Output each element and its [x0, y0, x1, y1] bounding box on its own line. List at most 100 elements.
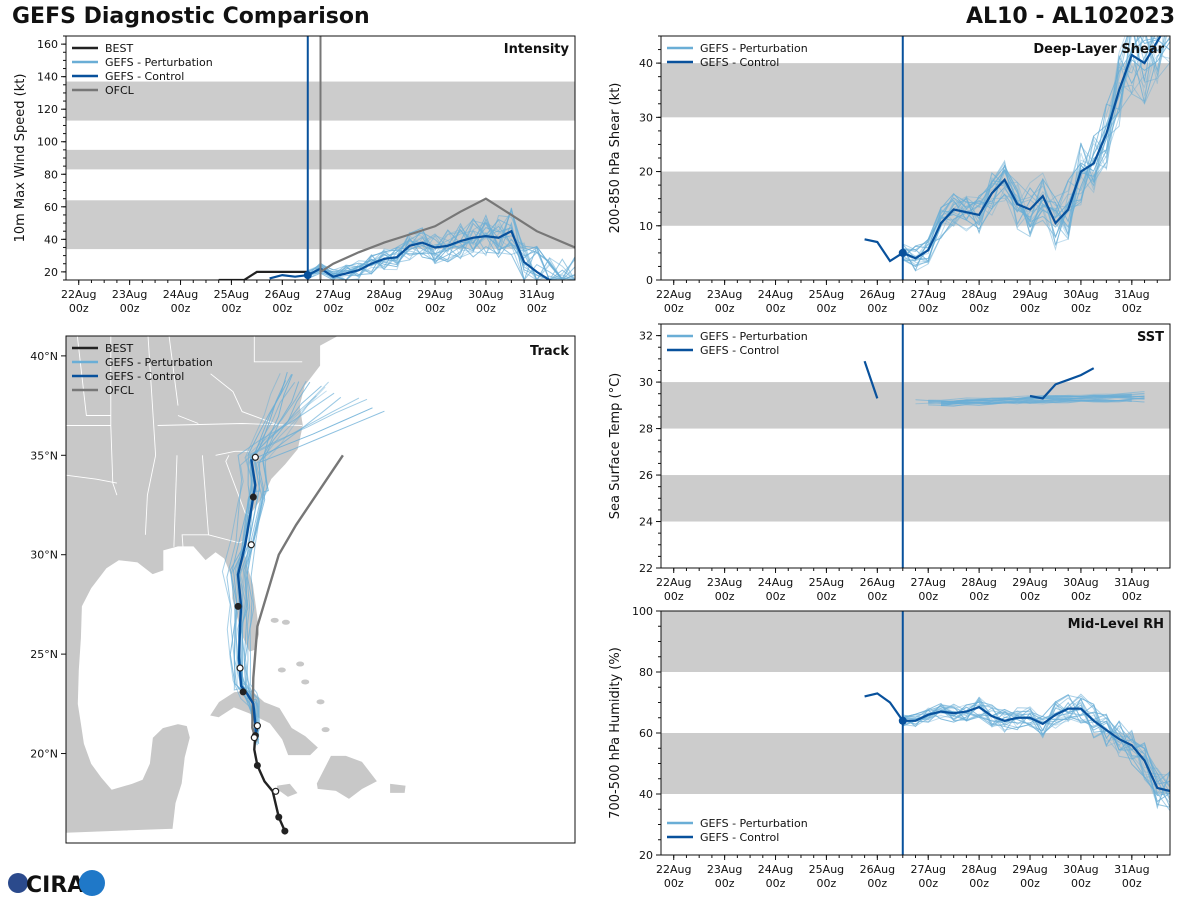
y-axis-label: 10m Max Wind Speed (kt)	[13, 74, 28, 243]
land-bahamas-island	[277, 667, 286, 673]
track-marker-open	[247, 541, 255, 549]
x-tick-day: 26Aug	[860, 576, 895, 589]
x-tick-day: 27Aug	[910, 863, 945, 876]
legend-label: GEFS - Control	[105, 370, 184, 383]
x-tick-hour: 00z	[817, 590, 837, 603]
x-tick-day: 28Aug	[961, 576, 996, 589]
x-tick-hour: 00z	[1122, 590, 1142, 603]
legend-label: GEFS - Control	[700, 56, 779, 69]
series-ofcl	[319, 197, 575, 273]
y-tick-label: 20	[639, 849, 653, 862]
track-marker-open	[236, 664, 244, 672]
state-border	[173, 455, 178, 547]
legend-label: GEFS - Perturbation	[105, 56, 213, 69]
x-tick-hour: 00z	[766, 877, 786, 890]
x-tick-day: 26Aug	[265, 288, 300, 301]
map-frame	[65, 335, 576, 844]
x-tick-hour: 00z	[272, 302, 292, 315]
perturbation-line	[307, 222, 575, 280]
cira-logo: CIRA	[8, 870, 105, 898]
y-tick-label: 80	[44, 168, 58, 181]
x-tick-day: 25Aug	[809, 576, 844, 589]
track-marker-open	[250, 734, 258, 742]
perturbation-line	[307, 222, 575, 280]
x-tick-hour: 00z	[1020, 877, 1040, 890]
land-bahamas-island	[321, 727, 330, 733]
perturbation-track	[249, 396, 342, 744]
x-tick-hour: 00z	[1122, 302, 1142, 315]
x-tick-day: 29Aug	[1012, 863, 1047, 876]
threshold-band	[661, 611, 1170, 672]
x-tick-day: 23Aug	[707, 576, 742, 589]
x-tick-day: 24Aug	[758, 576, 793, 589]
axes-frame	[660, 323, 1171, 569]
x-tick-day: 26Aug	[860, 288, 895, 301]
lat-tick-label: 30°N	[30, 549, 58, 562]
y-tick-label: 32	[639, 330, 653, 343]
y-tick-label: 140	[37, 71, 58, 84]
x-tick-hour: 00z	[171, 302, 191, 315]
ofcl-track	[251, 454, 344, 742]
land-puerto-rico	[389, 782, 407, 794]
x-tick-hour: 00z	[867, 590, 887, 603]
lat-tick-label: 20°N	[30, 748, 58, 761]
track-marker-filled	[275, 813, 283, 821]
state-border	[210, 373, 280, 426]
x-tick-hour: 00z	[664, 877, 684, 890]
perturbation-line	[940, 397, 1145, 405]
land-bahamas-island	[296, 661, 305, 667]
x-tick-day: 22Aug	[656, 863, 691, 876]
track-marker-filled	[281, 827, 289, 835]
legend-label: OFCL	[105, 384, 135, 397]
storm-id: AL10 - AL102023	[966, 4, 1175, 29]
land-hispaniola	[315, 755, 379, 800]
legend-label: GEFS - Control	[105, 70, 184, 83]
series-best	[218, 270, 308, 280]
y-tick-label: 60	[639, 727, 653, 740]
legend-label: GEFS - Perturbation	[700, 42, 808, 55]
x-tick-hour: 00z	[969, 590, 989, 603]
init-point-marker	[898, 248, 907, 257]
x-tick-day: 31Aug	[1114, 863, 1149, 876]
threshold-band	[661, 63, 1170, 118]
plot-area-shear	[661, 36, 1170, 280]
threshold-band	[661, 475, 1170, 522]
x-tick-day: 25Aug	[809, 863, 844, 876]
x-tick-day: 26Aug	[860, 863, 895, 876]
panel-title: SST	[1137, 330, 1164, 345]
perturbation-line	[940, 395, 1145, 407]
legend-label: GEFS - Perturbation	[700, 330, 808, 343]
track-marker-open	[251, 453, 259, 461]
x-tick-day: 23Aug	[707, 288, 742, 301]
track-marker-open	[272, 787, 280, 795]
track-marker-filled	[253, 761, 261, 769]
x-tick-day: 30Aug	[468, 288, 503, 301]
y-tick-label: 80	[639, 666, 653, 679]
plot-area-intensity	[66, 36, 575, 280]
x-tick-hour: 00z	[69, 302, 89, 315]
y-tick-label: 40	[639, 788, 653, 801]
land-bahamas-island	[270, 617, 279, 623]
perturbation-line	[902, 705, 1170, 796]
x-tick-hour: 00z	[918, 877, 938, 890]
legend-label: GEFS - Perturbation	[700, 817, 808, 830]
legend-label: BEST	[105, 342, 133, 355]
state-border	[76, 336, 111, 416]
track-marker-filled	[239, 688, 247, 696]
track-marker-open	[253, 722, 261, 730]
y-tick-label: 20	[44, 266, 58, 279]
plot-area-rh	[661, 611, 1170, 855]
y-axis-label: 700-500 hPa Humidity (%)	[608, 647, 623, 819]
land-bahamas-island	[316, 699, 325, 705]
state-border	[157, 423, 303, 426]
perturbation-track	[221, 395, 317, 735]
perturbation-line	[902, 36, 1168, 259]
x-tick-day: 28Aug	[961, 288, 996, 301]
x-tick-day: 29Aug	[417, 288, 452, 301]
x-tick-hour: 00z	[715, 302, 735, 315]
x-tick-hour: 00z	[1020, 302, 1040, 315]
x-tick-day: 23Aug	[112, 288, 147, 301]
perturbation-line	[902, 705, 1170, 796]
y-tick-label: 160	[37, 38, 58, 51]
